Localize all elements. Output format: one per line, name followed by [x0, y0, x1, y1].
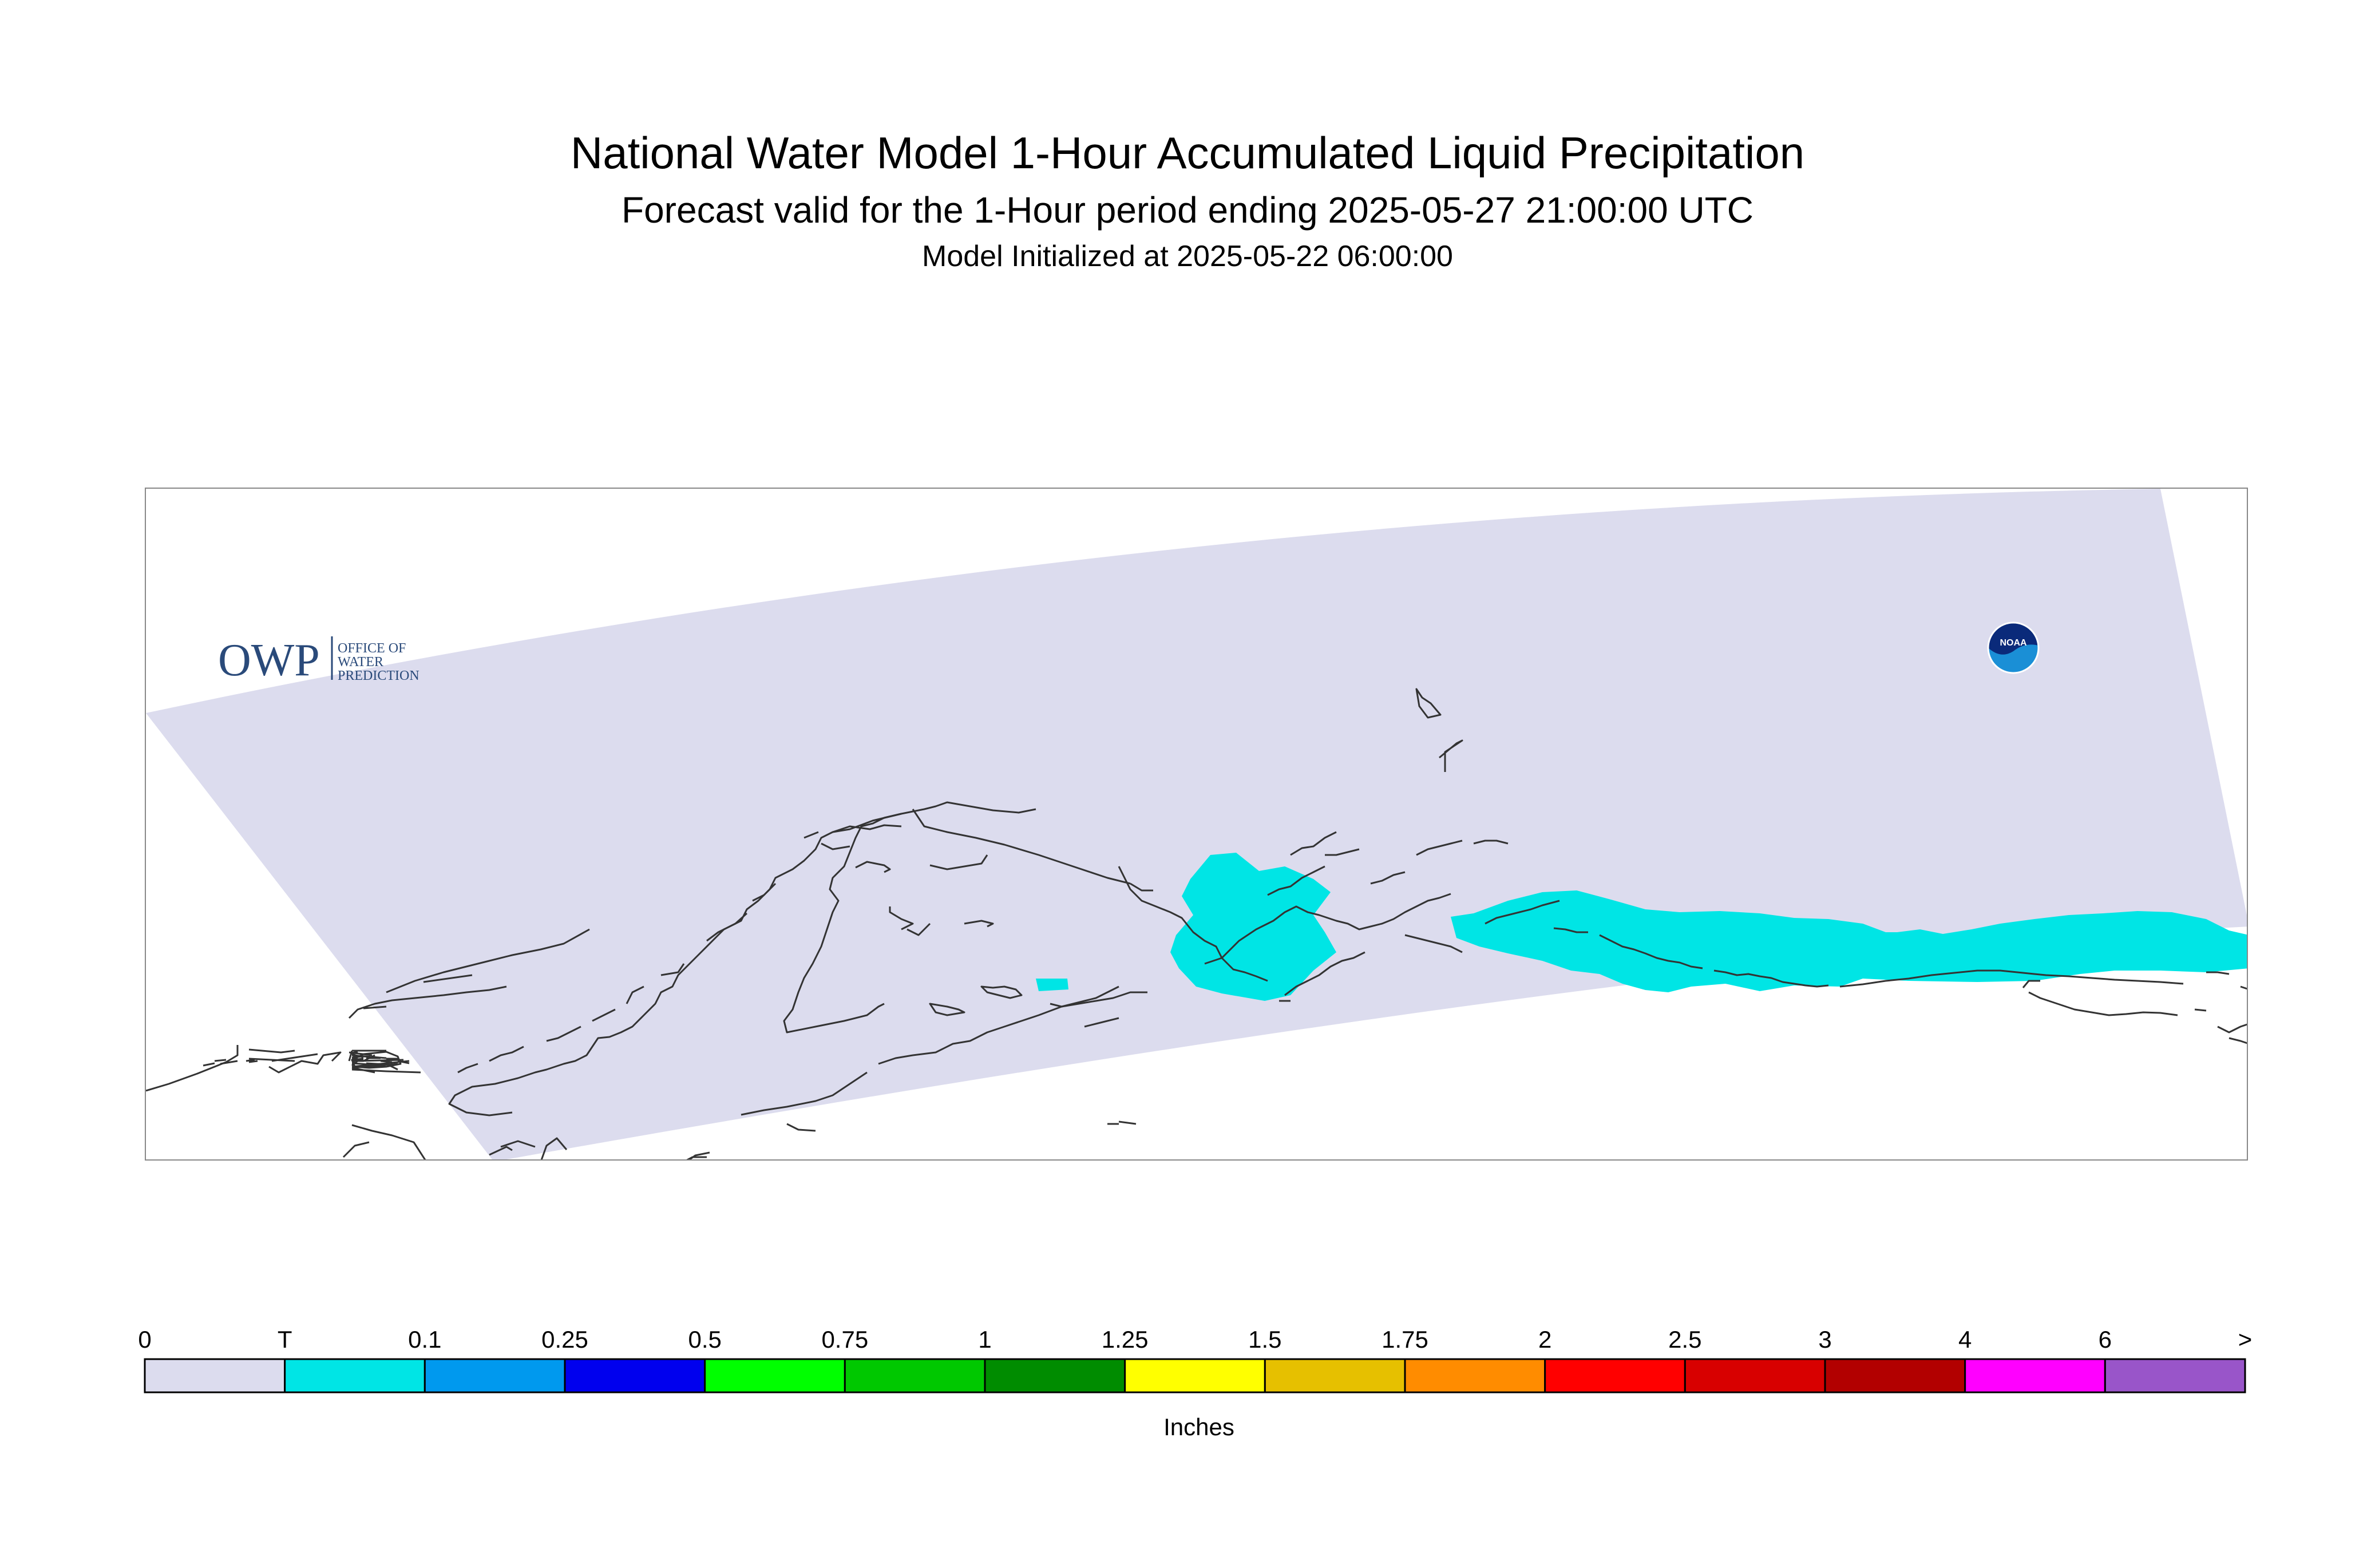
legend-tick-label: T: [278, 1326, 292, 1353]
map-panel: [145, 488, 2248, 1161]
legend-swatch: [704, 1358, 846, 1393]
map-canvas: [146, 489, 2247, 1159]
model-domain: [146, 489, 2247, 1159]
legend-swatch: [1124, 1358, 1266, 1393]
legend-tick-label: 0.75: [821, 1326, 868, 1353]
legend-tick-label: 0: [138, 1326, 151, 1353]
legend-tick-label: 2: [1538, 1326, 1551, 1353]
legend-tick-label: 0.25: [541, 1326, 588, 1353]
legend-swatch: [844, 1358, 986, 1393]
legend-swatch: [1264, 1358, 1406, 1393]
legend-tick-label: 1.75: [1382, 1326, 1428, 1353]
legend-tick-label: 2.5: [1668, 1326, 1701, 1353]
legend-swatch: [2104, 1358, 2246, 1393]
legend-swatch: [423, 1358, 566, 1393]
legend-swatch: [564, 1358, 706, 1393]
legend-tick-label: >: [2238, 1326, 2253, 1353]
legend-tick-label: 6: [2099, 1326, 2112, 1353]
legend-swatch: [984, 1358, 1126, 1393]
legend-swatch: [1544, 1358, 1686, 1393]
legend-tick-label: 1.25: [1102, 1326, 1149, 1353]
legend-swatch: [1684, 1358, 1826, 1393]
map-subtitle: Forecast valid for the 1-Hour period end…: [621, 189, 1754, 231]
owp-logo: OWP OFFICE OF WATER PREDICTION: [218, 635, 419, 682]
legend-swatch: [284, 1358, 426, 1393]
color-legend: 0 T 0.1 0.25 0.5 0.75 1 1.25 1.5 1.75 2 2.5 3 4 6 >: [138, 1326, 2253, 1393]
owp-logo-line1: OFFICE OF: [338, 641, 406, 656]
map-title: National Water Model 1-Hour Accumulated …: [570, 128, 1805, 178]
owp-logo-text: OWP: [218, 635, 320, 682]
noaa-logo-text: NOAA: [2000, 638, 2027, 648]
legend-units-label: Inches: [1163, 1413, 1234, 1440]
model-init-time: Model Initialized at 2025-05-22 06:00:00: [922, 240, 1453, 273]
legend-tick-label: 0.1: [408, 1326, 441, 1353]
legend-tick-label: 3: [1818, 1326, 1831, 1353]
legend-swatch: [1824, 1358, 1966, 1393]
noaa-logo: NOAA: [1987, 621, 2040, 674]
legend-tick-label: 1: [978, 1326, 991, 1353]
precip-trace-area: [1036, 853, 2247, 1001]
legend-tick-label: 4: [1958, 1326, 1972, 1353]
legend-swatch: [144, 1358, 286, 1393]
owp-logo-line2: WATER: [338, 655, 383, 670]
legend-tick-label: 1.5: [1248, 1326, 1281, 1353]
legend-swatch: [1404, 1358, 1546, 1393]
coastlines: [146, 688, 2247, 1159]
legend-swatch: [1964, 1358, 2106, 1393]
owp-logo-line3: PREDICTION: [338, 668, 419, 682]
legend-tick-label: 0.5: [688, 1326, 721, 1353]
